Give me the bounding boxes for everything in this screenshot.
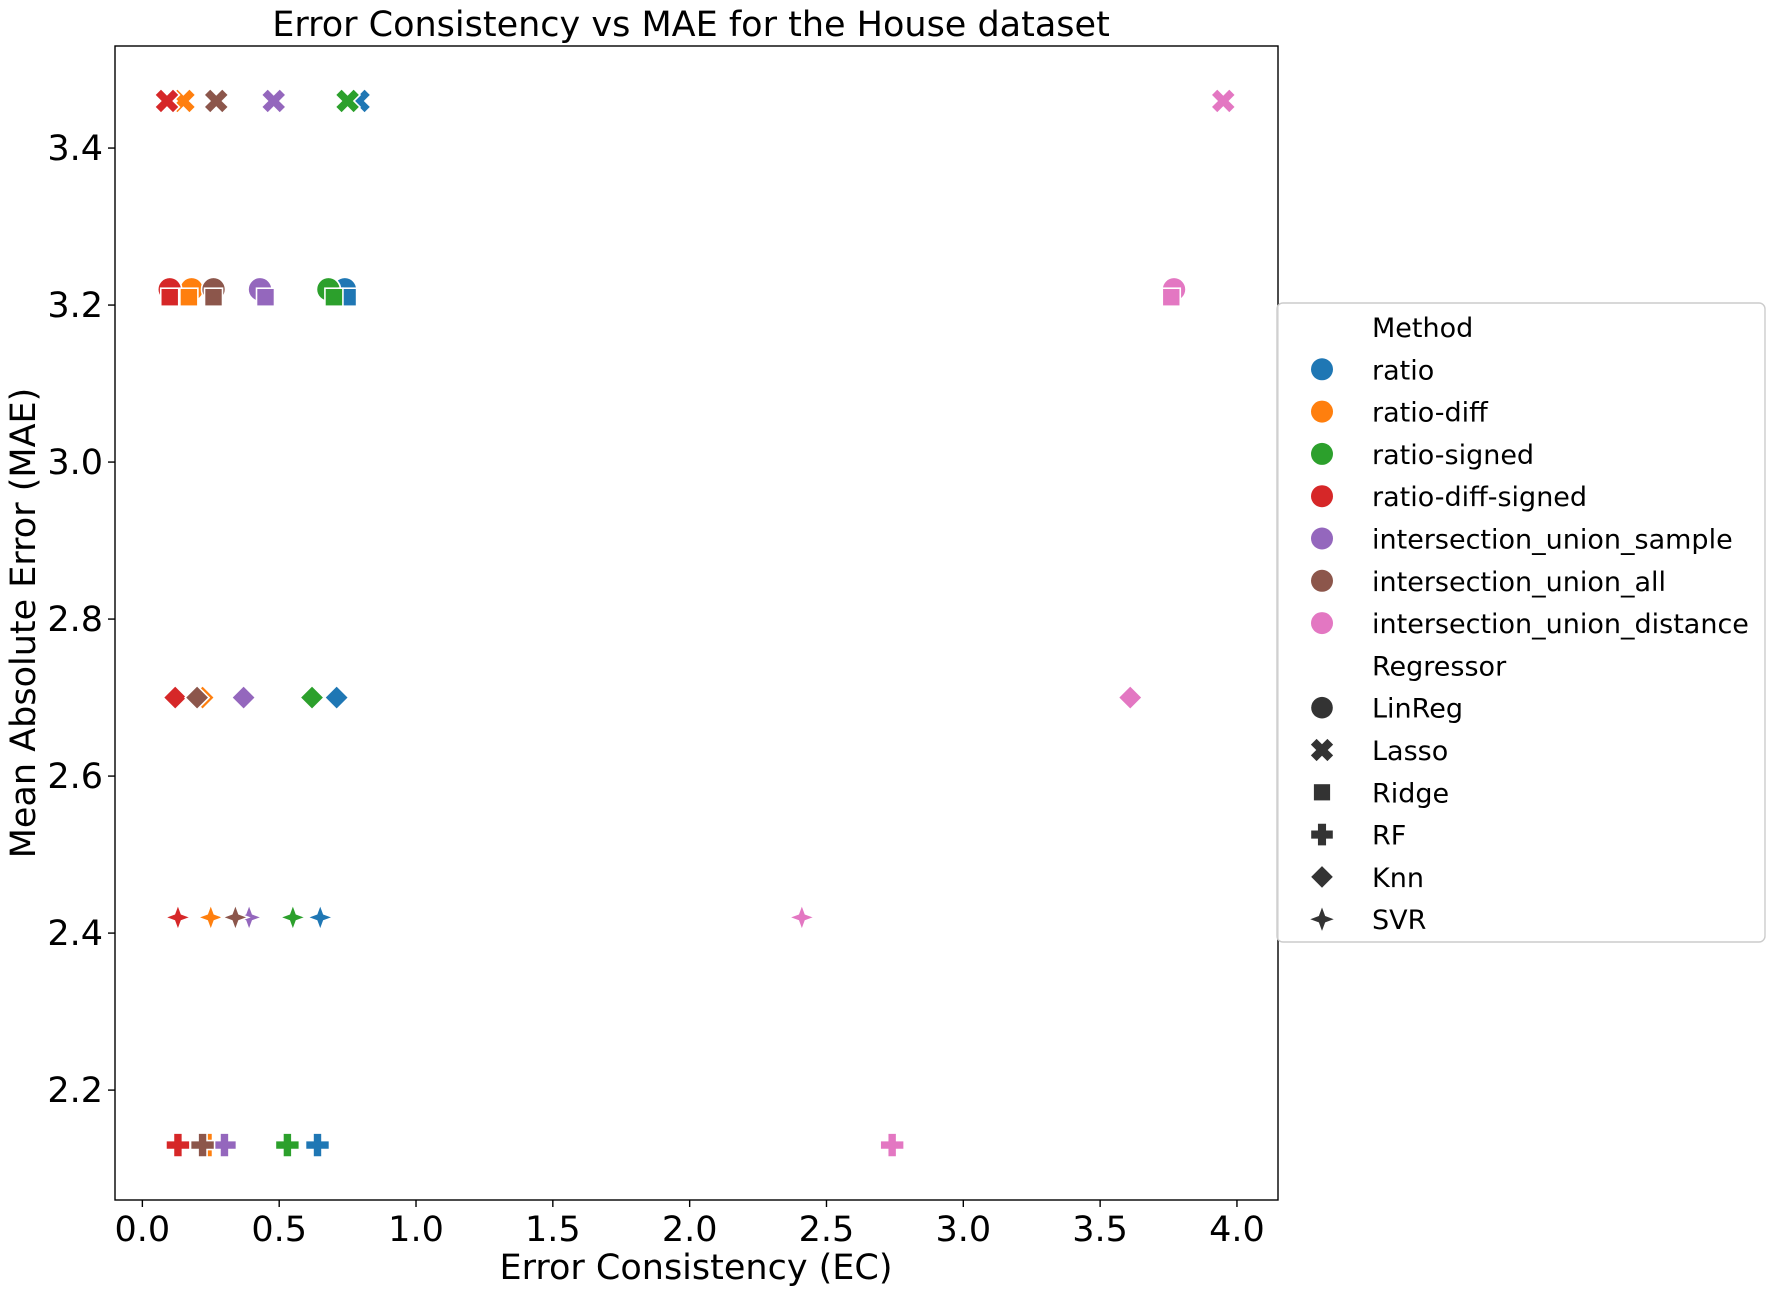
y-tick-label: 3.4: [47, 129, 103, 169]
legend-item-method: intersection_union_all: [1372, 567, 1666, 598]
data-point: [334, 87, 362, 115]
data-point: [1117, 684, 1144, 711]
data-point: [323, 684, 350, 711]
data-point: [260, 87, 288, 115]
legend-title-regressor: Regressor: [1372, 651, 1507, 682]
x-tick-label: 4.0: [1209, 1210, 1265, 1250]
data-point: [162, 684, 189, 711]
legend-item-method: ratio-diff-signed: [1372, 482, 1587, 513]
data-point: [195, 902, 227, 933]
data-point: [230, 684, 257, 711]
x-tick-label: 1.0: [388, 1210, 444, 1250]
y-tick-label: 3.2: [47, 286, 103, 326]
legend-item-regressor: LinReg: [1372, 694, 1463, 725]
legend-item-method: intersection_union_distance: [1372, 609, 1749, 640]
x-tick-label: 0.5: [251, 1210, 307, 1250]
x-axis: 0.0 0.5 1.0 1.5 2.0 2.5 3.0 3.5 4.0: [115, 1200, 1265, 1250]
x-tick-label: 1.5: [525, 1210, 581, 1250]
legend-marker: [1311, 823, 1333, 846]
y-tick-label: 3.0: [47, 443, 103, 483]
legend-item-regressor: Ridge: [1372, 778, 1449, 809]
legend-marker: [1311, 612, 1333, 635]
legend: Method ratio ratio-diff ratio-signed ratio-d…: [1276, 302, 1766, 943]
data-point: [1209, 87, 1237, 115]
x-tick-label: 2.0: [662, 1210, 718, 1250]
data-point: [255, 287, 276, 308]
x-axis-label: Error Consistency (EC): [499, 1248, 892, 1288]
data-point: [1161, 287, 1182, 308]
data-point: [202, 87, 230, 115]
legend-box: [1276, 302, 1766, 943]
y-axis: 2.2 2.4 2.6 2.8 3.0 3.2 3.4: [47, 129, 115, 1111]
legend-item-method: ratio-diff: [1372, 398, 1489, 429]
y-tick-label: 2.8: [47, 600, 103, 640]
data-point: [162, 902, 194, 933]
legend-marker: [1311, 696, 1333, 719]
data-point: [183, 684, 211, 711]
data-point: [220, 902, 251, 933]
legend-marker: [1311, 400, 1333, 423]
data-point: [189, 1132, 216, 1158]
data-point: [786, 902, 818, 933]
legend-item-method: intersection_union_sample: [1372, 525, 1733, 556]
plot-area: [153, 87, 1237, 1158]
data-point: [879, 1132, 905, 1158]
legend-item-regressor: Knn: [1372, 863, 1424, 894]
legend-item-regressor: RF: [1372, 821, 1406, 852]
data-point: [304, 902, 336, 933]
x-tick-label: 0.0: [115, 1210, 171, 1250]
legend-item-method: ratio: [1372, 355, 1434, 386]
legend-title-method: Method: [1372, 313, 1473, 344]
data-point: [179, 287, 199, 308]
x-tick-label: 2.5: [799, 1210, 855, 1250]
data-point: [211, 1132, 238, 1158]
data-point: [298, 684, 326, 711]
chart-title: Error Consistency vs MAE for the House d…: [272, 5, 1110, 45]
legend-item-regressor: SVR: [1372, 905, 1426, 936]
legend-marker: [1310, 738, 1334, 762]
data-point: [324, 287, 344, 308]
data-point: [165, 1132, 191, 1158]
plot-frame: [114, 45, 1279, 1201]
data-point: [203, 287, 224, 308]
x-tick-label: 3.0: [935, 1210, 991, 1250]
legend-marker: [1311, 569, 1333, 592]
legend-marker: [1313, 784, 1331, 801]
data-point: [274, 1132, 301, 1158]
data-point: [153, 87, 181, 115]
data-point: [159, 287, 180, 308]
data-point: [304, 1132, 331, 1158]
legend-marker: [1311, 527, 1333, 550]
legend-item-method: ratio-signed: [1372, 440, 1534, 471]
y-tick-label: 2.6: [47, 757, 103, 797]
y-tick-label: 2.4: [47, 914, 103, 954]
legend-marker: [1311, 442, 1333, 465]
legend-marker: [1311, 485, 1333, 508]
y-tick-label: 2.2: [47, 1071, 103, 1111]
legend-item-regressor: Lasso: [1372, 736, 1448, 767]
x-tick-label: 3.5: [1072, 1210, 1128, 1250]
data-point: [277, 902, 309, 933]
y-axis-label: Mean Absolute Error (MAE): [4, 388, 44, 859]
legend-marker: [1311, 358, 1333, 381]
legend-marker: [1311, 866, 1333, 888]
legend-marker: [1310, 907, 1334, 931]
